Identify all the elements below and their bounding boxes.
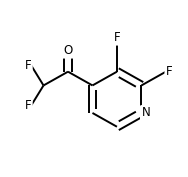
Text: F: F: [25, 99, 31, 112]
Text: N: N: [141, 107, 150, 119]
Text: F: F: [25, 59, 31, 72]
Text: F: F: [114, 31, 120, 44]
Text: F: F: [166, 65, 173, 78]
Text: O: O: [63, 44, 73, 57]
